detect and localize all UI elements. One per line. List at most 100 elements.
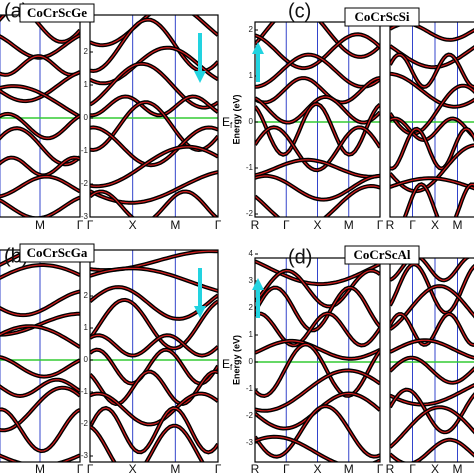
band-down: [255, 185, 380, 217]
band-down: [390, 128, 474, 170]
band-down: [90, 334, 218, 357]
y-tick-label: -2: [81, 419, 89, 428]
band-down: [390, 439, 474, 462]
subplot: [255, 258, 380, 462]
band-down: [90, 171, 218, 204]
band-down: [390, 177, 474, 189]
y-tick-label: 1: [249, 71, 254, 80]
band-down: [0, 113, 80, 139]
y-tick-label: -3: [81, 451, 89, 460]
band-down: [0, 175, 80, 197]
band-down: [90, 190, 217, 217]
y-tick-label: 2: [84, 291, 89, 300]
spin-arrow-head: [252, 42, 264, 54]
y-tick-label: 1: [249, 330, 254, 339]
frame: [254, 257, 381, 463]
band-down: [90, 267, 218, 292]
band-down: [390, 73, 474, 108]
band-down: [0, 290, 80, 316]
panel-title: CoCrScSi: [355, 9, 410, 24]
k-label: Γ: [283, 218, 290, 232]
band-down: [255, 312, 380, 347]
band-down: [255, 77, 380, 104]
subplot: [0, 250, 80, 462]
fermi-label: Ef: [222, 357, 233, 372]
band-down: [255, 33, 380, 69]
k-label: X: [129, 462, 137, 474]
panel-label: (c): [288, 0, 311, 22]
k-label: Γ: [377, 462, 384, 474]
band-down: [0, 34, 80, 59]
band-up: [390, 83, 474, 136]
band-down: [255, 286, 380, 332]
band-down: [0, 196, 80, 217]
k-label: Γ: [87, 218, 94, 232]
subplot: [90, 250, 218, 462]
k-label: M: [453, 462, 463, 474]
spin-arrow-head: [252, 278, 264, 290]
k-label: Γ: [77, 462, 84, 474]
fermi-sub: f: [230, 121, 233, 130]
band-down: [0, 313, 80, 336]
band-up: [90, 189, 218, 217]
k-label: Γ: [77, 218, 84, 232]
band-down: [90, 370, 218, 405]
k-label: Γ: [283, 462, 290, 474]
band-down: [90, 15, 218, 46]
band-down: [390, 117, 474, 141]
subplot: [255, 22, 380, 217]
y-tick-label: 0: [249, 357, 254, 366]
band-down: [255, 405, 380, 458]
band-down: [390, 339, 474, 359]
y-axis-label: Energy (eV): [231, 335, 241, 385]
k-label: R: [251, 218, 260, 232]
band-down: [0, 325, 80, 348]
fermi-main: E: [222, 357, 230, 371]
band-down: [90, 101, 218, 151]
band-up: [390, 437, 474, 462]
y-tick-label: -1: [81, 387, 89, 396]
band-down: [390, 85, 474, 135]
band-down: [255, 126, 380, 171]
y-tick-label: -2: [246, 411, 254, 420]
k-label: X: [129, 218, 137, 232]
subplot: [0, 15, 80, 217]
band-down: [390, 313, 474, 346]
k-label: M: [170, 218, 180, 232]
band-down: [255, 175, 380, 201]
band-down: [255, 269, 380, 308]
band-down: [390, 357, 474, 384]
k-label: M: [35, 218, 45, 232]
band-up: [90, 333, 218, 358]
band-up: [390, 387, 474, 435]
panel-label: (d): [288, 246, 312, 268]
spin-arrow-head: [194, 306, 206, 318]
k-label: M: [170, 462, 180, 474]
k-label: X: [431, 218, 439, 232]
k-label: Γ: [215, 462, 222, 474]
k-label: R: [386, 462, 395, 474]
band-down: [255, 369, 380, 412]
k-label: M: [344, 218, 354, 232]
y-tick-label: -1: [81, 146, 89, 155]
band-down: [255, 343, 380, 397]
frame: [89, 249, 219, 463]
band-down: [0, 55, 80, 76]
k-label: Γ: [87, 462, 94, 474]
band-down: [0, 379, 80, 397]
title-box: [19, 3, 95, 23]
panel-title: CoCrScAl: [353, 247, 410, 262]
band-down: [90, 299, 218, 350]
band-down: [390, 263, 474, 314]
band-down: [90, 63, 218, 109]
k-label: X: [431, 462, 439, 474]
y-tick-label: 2: [84, 47, 89, 56]
band-down: [90, 95, 218, 116]
band-up: [390, 338, 474, 360]
band-down: [255, 340, 380, 360]
k-label: Γ: [215, 218, 222, 232]
band-down: [0, 156, 80, 177]
fermi-sub: f: [230, 363, 233, 372]
y-tick-label: 2: [249, 25, 254, 34]
k-label: M: [344, 462, 354, 474]
